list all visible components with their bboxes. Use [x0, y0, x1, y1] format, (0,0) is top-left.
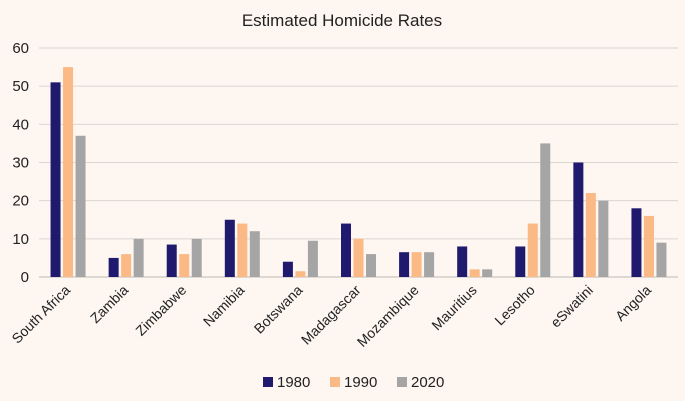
bar-2020-lesotho	[540, 143, 551, 277]
bar-1980-south-africa	[50, 82, 61, 277]
y-tick-label: 10	[12, 231, 29, 248]
bar-2020-mauritius	[482, 269, 493, 277]
bar-2020-mozambique	[424, 252, 435, 277]
bar-1980-madagascar	[341, 223, 351, 277]
bar-1990-botswana	[295, 271, 306, 277]
x-tick-label: Zambia	[87, 282, 131, 326]
bar-1980-zimbabwe	[166, 244, 177, 277]
bar-2020-madagascar	[366, 254, 376, 277]
x-tick-label: eSwatini	[547, 282, 596, 331]
grid	[39, 47, 678, 278]
legend-label: 1980	[277, 374, 310, 391]
x-tick-label: Lesotho	[491, 282, 538, 329]
bar-2020-eswatini	[598, 200, 609, 277]
legend-label: 1990	[344, 374, 377, 391]
bar-1990-eswatini	[585, 193, 596, 277]
x-axis-labels: South Africa Zambia Zimbabwe Namibia Botswan…	[8, 282, 654, 350]
bar-1990-mozambique	[411, 252, 422, 277]
legend-swatch	[330, 377, 340, 387]
bar-2020-zambia	[133, 238, 144, 277]
bar-1980-zambia	[108, 257, 119, 277]
bar-1980-lesotho	[515, 246, 526, 277]
bar-2020-botswana	[307, 240, 318, 277]
bar-1990-madagascar	[353, 238, 364, 277]
bar-1980-mauritius	[457, 246, 468, 277]
legend-swatch	[397, 377, 407, 387]
bar-1990-zimbabwe	[179, 254, 190, 277]
x-tick-label: Mozambique	[354, 282, 422, 350]
bar-2020-zimbabwe	[191, 238, 202, 277]
x-tick-label: Zimbabwe	[132, 282, 189, 339]
bar-2020-namibia	[249, 231, 260, 277]
x-tick-label: South Africa	[8, 282, 73, 347]
y-tick-label: 0	[21, 269, 29, 286]
bar-1980-botswana	[282, 261, 293, 277]
bar-1980-angola	[631, 208, 642, 277]
bar-1990-zambia	[121, 254, 132, 277]
bar-2020-south-africa	[75, 135, 86, 277]
bar-1990-mauritius	[469, 269, 480, 277]
x-tick-label: Namibia	[200, 282, 248, 330]
legend-swatch	[263, 377, 273, 387]
bars	[50, 67, 667, 277]
bar-2020-angola	[656, 242, 667, 277]
y-tick-label: 20	[12, 193, 29, 210]
bar-1990-lesotho	[527, 223, 538, 277]
legend-label: 2020	[411, 374, 444, 391]
x-tick-label: Angola	[612, 282, 654, 324]
x-tick-label: Mauritius	[428, 282, 479, 333]
bar-1980-namibia	[224, 219, 235, 277]
y-tick-label: 40	[12, 116, 29, 133]
y-axis-ticks: 0 10 20 30 40 50 60	[12, 40, 29, 286]
bar-1990-angola	[643, 215, 654, 277]
bar-1990-south-africa	[63, 67, 74, 277]
y-tick-label: 50	[12, 78, 29, 95]
bar-1990-namibia	[237, 223, 248, 277]
legend: 1980 1990 2020	[263, 374, 444, 391]
y-tick-label: 60	[12, 40, 29, 57]
chart-title: Estimated Homicide Rates	[242, 11, 442, 30]
bar-1980-mozambique	[399, 252, 410, 277]
y-tick-label: 30	[12, 155, 29, 172]
bar-1980-eswatini	[573, 162, 584, 277]
x-tick-label: Botswana	[251, 282, 306, 337]
